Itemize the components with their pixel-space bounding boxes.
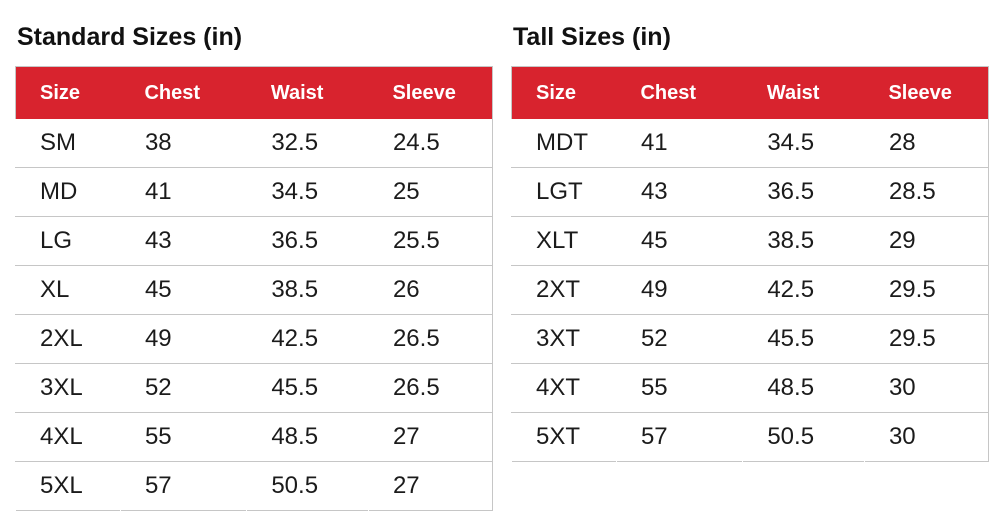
table-cell: 38.5 [742, 216, 865, 266]
table-cell: 42.5 [742, 265, 865, 315]
table-cell: 34.5 [742, 119, 865, 168]
table-cell: 26.5 [367, 314, 493, 364]
table-header-row: Size Chest Waist Sleeve [15, 66, 493, 119]
table-cell: 48.5 [742, 363, 865, 413]
header-cell: Sleeve [864, 66, 989, 119]
table-cell: 52 [615, 314, 743, 364]
tall-sizes-table-head: Size Chest Waist Sleeve [511, 66, 989, 119]
table-cell: 43 [119, 216, 247, 266]
tall-sizes-section: Tall Sizes (in) Size Chest Waist Sleeve MDT… [511, 0, 989, 462]
table-cell: XLT [511, 216, 617, 266]
table-cell: 25 [367, 167, 493, 217]
table-cell: 29.5 [863, 265, 989, 315]
table-row: 2XL 49 42.5 26.5 [15, 314, 493, 364]
header-cell: Waist [742, 66, 865, 119]
table-cell: 55 [615, 363, 743, 413]
table-cell: 57 [119, 461, 247, 511]
table-row: XLT 45 38.5 29 [511, 216, 989, 266]
standard-sizes-table: Size Chest Waist Sleeve SM 38 32.5 24.5 MD 41 34.… [15, 66, 493, 511]
table-cell: 30 [863, 363, 989, 413]
tall-sizes-title: Tall Sizes (in) [513, 23, 671, 51]
header-cell: Sleeve [368, 66, 493, 119]
table-cell: MD [15, 167, 121, 217]
table-cell: 3XL [15, 363, 121, 413]
table-cell: 25.5 [367, 216, 493, 266]
tall-sizes-table: Size Chest Waist Sleeve MDT 41 34.5 28 LGT 43 36.… [511, 66, 989, 462]
table-cell: 50.5 [742, 412, 865, 462]
table-cell: 36.5 [742, 167, 865, 217]
table-row: 3XT 52 45.5 29.5 [511, 314, 989, 364]
table-cell: 34.5 [246, 167, 369, 217]
table-cell: 4XT [511, 363, 617, 413]
table-cell: 26.5 [367, 363, 493, 413]
table-cell: MDT [511, 119, 617, 168]
header-cell: Size [15, 66, 121, 119]
table-cell: LGT [511, 167, 617, 217]
table-cell: 3XT [511, 314, 617, 364]
table-cell: 4XL [15, 412, 121, 462]
table-cell: XL [15, 265, 121, 315]
table-row: LG 43 36.5 25.5 [15, 216, 493, 266]
table-cell: 5XT [511, 412, 617, 462]
table-cell: 27 [367, 461, 493, 511]
table-cell: 49 [615, 265, 743, 315]
table-cell: 45.5 [742, 314, 865, 364]
table-row: MDT 41 34.5 28 [511, 119, 989, 168]
table-cell: 41 [615, 119, 743, 168]
table-cell: 42.5 [246, 314, 369, 364]
table-row: MD 41 34.5 25 [15, 167, 493, 217]
table-cell: SM [15, 119, 121, 168]
table-row: XL 45 38.5 26 [15, 265, 493, 315]
header-cell: Waist [246, 66, 369, 119]
standard-sizes-title: Standard Sizes (in) [17, 23, 243, 51]
table-cell: 24.5 [367, 119, 493, 168]
table-cell: 38 [119, 119, 247, 168]
table-cell: 30 [863, 412, 989, 462]
table-cell: 48.5 [246, 412, 369, 462]
table-row: 5XT 57 50.5 30 [511, 412, 989, 462]
table-cell: LG [15, 216, 121, 266]
standard-sizes-section: Standard Sizes (in) Size Chest Waist Sleeve… [15, 0, 493, 511]
table-cell: 28.5 [863, 167, 989, 217]
table-cell: 29.5 [863, 314, 989, 364]
table-cell: 45 [119, 265, 247, 315]
table-cell: 57 [615, 412, 743, 462]
table-cell: 38.5 [246, 265, 369, 315]
table-cell: 49 [119, 314, 247, 364]
table-cell: 28 [863, 119, 989, 168]
header-cell: Chest [120, 66, 247, 119]
table-row: LGT 43 36.5 28.5 [511, 167, 989, 217]
standard-sizes-table-head: Size Chest Waist Sleeve [15, 66, 493, 119]
standard-sizes-table-body: SM 38 32.5 24.5 MD 41 34.5 25 LG 43 36.5 25.5 XL 45 38… [15, 119, 493, 511]
table-cell: 29 [863, 216, 989, 266]
table-cell: 41 [119, 167, 247, 217]
table-cell: 45 [615, 216, 743, 266]
table-cell: 2XL [15, 314, 121, 364]
table-row: 3XL 52 45.5 26.5 [15, 363, 493, 413]
table-row: 4XL 55 48.5 27 [15, 412, 493, 462]
table-cell: 5XL [15, 461, 121, 511]
table-cell: 55 [119, 412, 247, 462]
table-cell: 32.5 [246, 119, 369, 168]
table-cell: 36.5 [246, 216, 369, 266]
table-row: SM 38 32.5 24.5 [15, 119, 493, 168]
table-cell: 52 [119, 363, 247, 413]
table-row: 4XT 55 48.5 30 [511, 363, 989, 413]
table-cell: 45.5 [246, 363, 369, 413]
table-row: 2XT 49 42.5 29.5 [511, 265, 989, 315]
table-cell: 27 [367, 412, 493, 462]
table-header-row: Size Chest Waist Sleeve [511, 66, 989, 119]
table-cell: 26 [367, 265, 493, 315]
table-cell: 2XT [511, 265, 617, 315]
table-cell: 50.5 [246, 461, 369, 511]
table-row: 5XL 57 50.5 27 [15, 461, 493, 511]
header-cell: Size [511, 66, 617, 119]
tall-sizes-table-body: MDT 41 34.5 28 LGT 43 36.5 28.5 XLT 45 38.5 29 2XT 49… [511, 119, 989, 462]
table-cell: 43 [615, 167, 743, 217]
header-cell: Chest [616, 66, 743, 119]
